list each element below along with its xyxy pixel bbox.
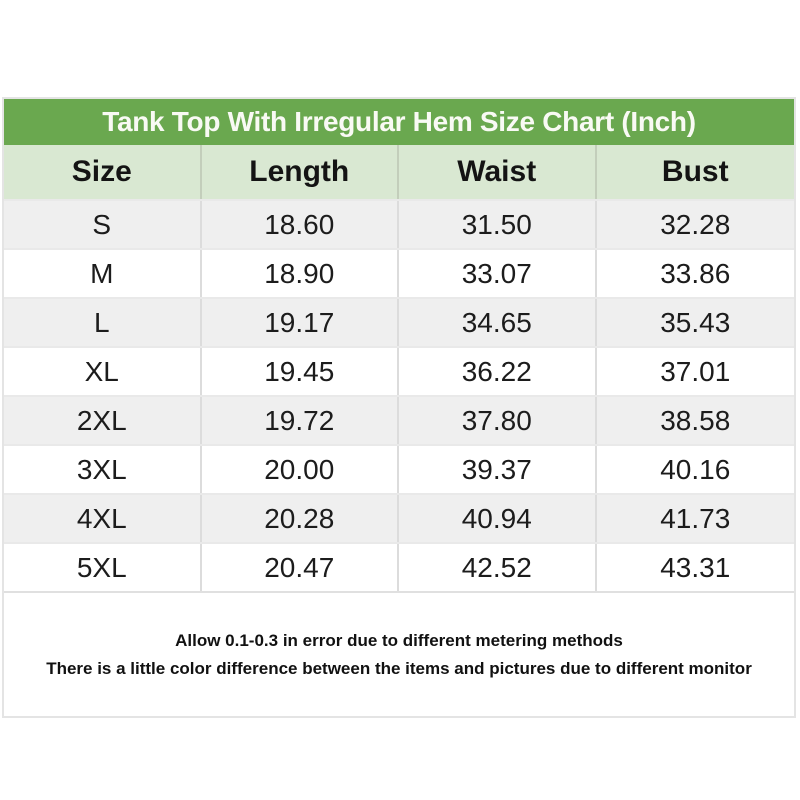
table-cell-size: 5XL — [4, 544, 202, 591]
table-cell-size: 3XL — [4, 446, 202, 493]
table-row: XL 19.45 36.22 37.01 — [4, 346, 794, 395]
table-cell-bust: 41.73 — [660, 502, 731, 534]
table-cell-waist: 34.65 — [399, 299, 597, 346]
table-cell-length: 20.47 — [202, 544, 399, 591]
table-cell-bust: 38.58 — [660, 404, 731, 436]
size-chart-table: Tank Top With Irregular Hem Size Chart (… — [2, 97, 796, 718]
column-header-size: Size — [4, 145, 202, 199]
table-cell-length: 18.60 — [202, 201, 399, 248]
note-color-difference: There is a little color difference betwe… — [46, 658, 752, 678]
table-cell-length: 18.90 — [202, 250, 399, 297]
table-cell-length: 19.17 — [202, 299, 399, 346]
table-row: L 19.17 34.65 35.43 — [4, 297, 794, 346]
table-row: 4XL 20.28 40.94 41.73 — [4, 493, 794, 542]
table-cell-length: 20.28 — [202, 495, 399, 542]
table-row: 2XL 19.72 37.80 38.58 — [4, 395, 794, 444]
table-cell-size: 2XL — [4, 397, 202, 444]
table-cell-waist: 39.37 — [399, 446, 597, 493]
table-cell-bust: 32.28 — [660, 208, 731, 240]
note-metering-error: Allow 0.1-0.3 in error due to different … — [175, 630, 623, 650]
table-cell-waist: 33.07 — [399, 250, 597, 297]
table-cell-waist: 37.80 — [399, 397, 597, 444]
table-cell-length: 20.00 — [202, 446, 399, 493]
table-header-row: Size Length Waist Bust — [4, 145, 794, 199]
table-row: 5XL 20.47 42.52 43.31 — [4, 542, 794, 591]
table-cell-size: M — [4, 250, 202, 297]
table-cell-bust: 33.86 — [660, 257, 731, 289]
table-cell-bust: 35.43 — [660, 306, 731, 338]
column-header-length: Length — [202, 145, 399, 199]
table-title: Tank Top With Irregular Hem Size Chart (… — [102, 106, 696, 137]
table-cell-bust: 43.31 — [660, 551, 731, 583]
column-header-bust: Bust — [661, 155, 729, 188]
table-cell-bust: 40.16 — [660, 453, 731, 485]
table-cell-length: 19.45 — [202, 348, 399, 395]
table-notes: Allow 0.1-0.3 in error due to different … — [4, 591, 794, 716]
table-cell-length: 19.72 — [202, 397, 399, 444]
table-row: 3XL 20.00 39.37 40.16 — [4, 444, 794, 493]
table-cell-waist: 42.52 — [399, 544, 597, 591]
table-cell-size: XL — [4, 348, 202, 395]
table-cell-waist: 36.22 — [399, 348, 597, 395]
table-cell-size: S — [4, 201, 202, 248]
table-row: M 18.90 33.07 33.86 — [4, 248, 794, 297]
table-row: S 18.60 31.50 32.28 — [4, 199, 794, 248]
column-header-waist: Waist — [399, 145, 597, 199]
table-cell-waist: 31.50 — [399, 201, 597, 248]
table-cell-bust: 37.01 — [660, 355, 731, 387]
table-cell-size: 4XL — [4, 495, 202, 542]
table-cell-waist: 40.94 — [399, 495, 597, 542]
table-title-bar: Tank Top With Irregular Hem Size Chart (… — [4, 99, 794, 145]
table-cell-size: L — [4, 299, 202, 346]
